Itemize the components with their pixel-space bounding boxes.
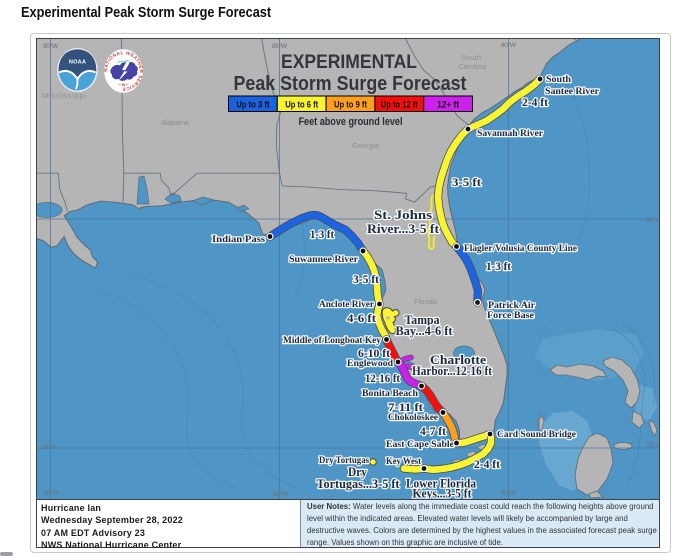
- svg-text:7-11 ft: 7-11 ft: [388, 400, 423, 414]
- svg-text:Tortugas...3-5 ft: Tortugas...3-5 ft: [317, 476, 401, 491]
- svg-text:25°N: 25°N: [646, 441, 659, 449]
- svg-text:3-5 ft: 3-5 ft: [452, 175, 481, 189]
- svg-text:Card Sound Bridge: Card Sound Bridge: [497, 429, 577, 440]
- svg-text:Dry Tortugas: Dry Tortugas: [319, 455, 369, 466]
- svg-text:85°W: 85°W: [273, 490, 289, 498]
- svg-text:Up to 3 ft: Up to 3 ft: [236, 100, 269, 110]
- svg-text:Indian Pass: Indian Pass: [212, 234, 265, 245]
- svg-text:Georgia: Georgia: [352, 141, 380, 150]
- svg-text:Dry: Dry: [348, 464, 367, 479]
- svg-text:Chokoloskee: Chokoloskee: [388, 412, 439, 423]
- svg-text:Anclote River: Anclote River: [319, 299, 375, 310]
- svg-text:2-4 ft: 2-4 ft: [522, 95, 548, 109]
- svg-text:East Cape Sable: East Cape Sable: [386, 439, 455, 450]
- svg-text:25°N: 25°N: [41, 443, 56, 451]
- svg-text:Up to 6 ft: Up to 6 ft: [285, 100, 318, 110]
- svg-text:Middle of Longboat Key: Middle of Longboat Key: [283, 335, 381, 346]
- svg-text:90°W: 90°W: [43, 42, 59, 50]
- svg-text:6-10 ft: 6-10 ft: [358, 346, 390, 360]
- svg-text:Flagler/Volusia County Line: Flagler/Volusia County Line: [464, 243, 578, 254]
- svg-text:River...3-5 ft: River...3-5 ft: [367, 221, 440, 236]
- svg-text:80°W: 80°W: [501, 489, 517, 497]
- svg-text:Bay...4-6 ft: Bay...4-6 ft: [396, 323, 454, 338]
- svg-text:Peak Storm Surge Forecast: Peak Storm Surge Forecast: [234, 72, 467, 95]
- svg-text:Suwannee River: Suwannee River: [289, 254, 359, 265]
- svg-text:Florida: Florida: [414, 297, 438, 306]
- svg-text:Feet above ground level: Feet above ground level: [299, 116, 403, 128]
- svg-text:85°W: 85°W: [272, 42, 288, 50]
- svg-text:Tampa: Tampa: [405, 312, 440, 327]
- svg-text:Lower Florida: Lower Florida: [406, 476, 476, 491]
- svg-text:2-4 ft: 2-4 ft: [474, 457, 500, 471]
- svg-text:Bonita Beach: Bonita Beach: [362, 388, 419, 399]
- svg-text:South: South: [461, 53, 481, 62]
- svg-text:• w •: • w •: [119, 82, 128, 87]
- svg-text:St. Johns: St. Johns: [374, 207, 432, 222]
- svg-text:1-3 ft: 1-3 ft: [486, 259, 511, 273]
- svg-text:90°W: 90°W: [44, 489, 60, 497]
- svg-text:EXPERIMENTAL: EXPERIMENTAL: [281, 52, 417, 73]
- svg-text:Alabama: Alabama: [161, 118, 190, 127]
- svg-text:3-5 ft: 3-5 ft: [353, 272, 379, 286]
- svg-text:4-7 ft: 4-7 ft: [420, 424, 446, 438]
- svg-text:Keys...3-5 ft: Keys...3-5 ft: [413, 486, 473, 500]
- svg-text:80°W: 80°W: [501, 41, 517, 49]
- svg-text:Up to 9 ft: Up to 9 ft: [334, 100, 367, 110]
- svg-text:Mississippi: Mississippi: [42, 91, 86, 100]
- svg-text:Savannah River: Savannah River: [477, 128, 544, 139]
- svg-text:Santee River: Santee River: [545, 86, 600, 97]
- svg-text:Charlotte: Charlotte: [430, 352, 486, 367]
- svg-text:Patrick Air: Patrick Air: [488, 300, 536, 311]
- svg-text:Up to 12 ft: Up to 12 ft: [381, 100, 418, 110]
- svg-text:12+ ft: 12+ ft: [437, 100, 459, 110]
- svg-text:South: South: [546, 74, 572, 85]
- svg-text:1-3 ft: 1-3 ft: [310, 227, 334, 241]
- svg-text:Englewood: Englewood: [347, 358, 394, 369]
- svg-text:Carolina: Carolina: [458, 62, 487, 71]
- svg-text:4-6 ft: 4-6 ft: [347, 311, 376, 325]
- svg-text:Force Base: Force Base: [487, 310, 535, 321]
- svg-text:NOAA: NOAA: [69, 60, 86, 66]
- svg-text:Harbor...12-16 ft: Harbor...12-16 ft: [412, 363, 493, 378]
- svg-text:12-16 ft: 12-16 ft: [365, 371, 400, 385]
- svg-text:30°N: 30°N: [646, 216, 659, 224]
- svg-text:Key West: Key West: [386, 456, 422, 467]
